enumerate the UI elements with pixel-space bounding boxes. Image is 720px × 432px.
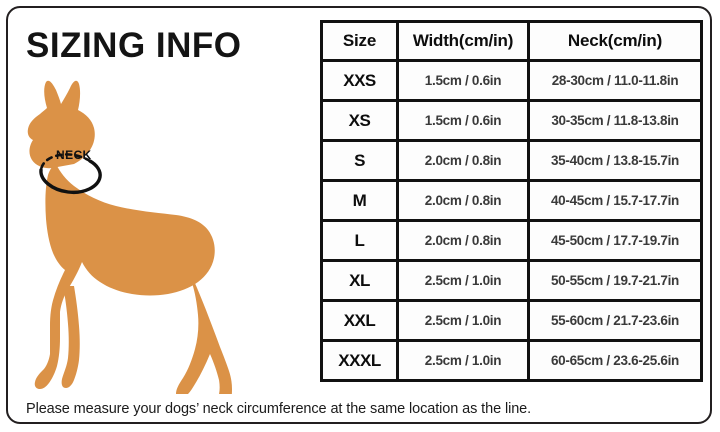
column-header-size: Size — [320, 20, 399, 62]
neck-value: 28-30cm / 11.0-11.8in — [527, 59, 703, 102]
table-row: XXL 2.5cm / 1.0in 55-60cm / 21.7-23.6in — [320, 299, 703, 342]
dog-body — [34, 164, 215, 389]
table-header-row: Size Width(cm/in) Neck(cm/in) — [320, 20, 703, 62]
dog-front-leg — [61, 286, 80, 388]
neck-label: NECK — [56, 148, 92, 162]
width-value: 2.0cm / 0.8in — [396, 179, 530, 222]
neck-value: 45-50cm / 17.7-19.7in — [527, 219, 703, 262]
size-label: XXXL — [320, 339, 399, 382]
size-table: Size Width(cm/in) Neck(cm/in) XXS 1.5cm … — [320, 20, 703, 382]
page-title: SIZING INFO — [26, 26, 242, 65]
width-value: 2.0cm / 0.8in — [396, 139, 530, 182]
sizing-info-card: SIZING INFO NECK — [6, 6, 712, 424]
column-header-width: Width(cm/in) — [396, 20, 530, 62]
dog-illustration — [27, 80, 232, 394]
size-label: XL — [320, 259, 399, 302]
table-row: XXS 1.5cm / 0.6in 28-30cm / 11.0-11.8in — [320, 59, 703, 102]
size-label: M — [320, 179, 399, 222]
width-value: 2.5cm / 1.0in — [396, 259, 530, 302]
width-value: 2.5cm / 1.0in — [396, 339, 530, 382]
table-row: M 2.0cm / 0.8in 40-45cm / 15.7-17.7in — [320, 179, 703, 222]
measurement-note: Please measure your dogs’ neck circumfer… — [26, 401, 532, 417]
table-row: XL 2.5cm / 1.0in 50-55cm / 19.7-21.7in — [320, 259, 703, 302]
width-value: 2.0cm / 0.8in — [396, 219, 530, 262]
column-header-neck: Neck(cm/in) — [527, 20, 703, 62]
table-row: XXXL 2.5cm / 1.0in 60-65cm / 23.6-25.6in — [320, 339, 703, 382]
size-label: XXL — [320, 299, 399, 342]
neck-band-dashed — [39, 153, 92, 172]
neck-value: 55-60cm / 21.7-23.6in — [527, 299, 703, 342]
size-table-container: Size Width(cm/in) Neck(cm/in) XXS 1.5cm … — [320, 20, 703, 388]
neck-value: 30-35cm / 11.8-13.8in — [527, 99, 703, 142]
neck-value: 40-45cm / 15.7-17.7in — [527, 179, 703, 222]
neck-value: 35-40cm / 13.8-15.7in — [527, 139, 703, 182]
width-value: 1.5cm / 0.6in — [396, 99, 530, 142]
neck-band-solid — [39, 159, 102, 195]
table-row: L 2.0cm / 0.8in 45-50cm / 17.7-19.7in — [320, 219, 703, 262]
neck-value: 50-55cm / 19.7-21.7in — [527, 259, 703, 302]
neck-value: 60-65cm / 23.6-25.6in — [527, 339, 703, 382]
width-value: 2.5cm / 1.0in — [396, 299, 530, 342]
width-value: 1.5cm / 0.6in — [396, 59, 530, 102]
size-label: XXS — [320, 59, 399, 102]
size-label: XS — [320, 99, 399, 142]
table-row: XS 1.5cm / 0.6in 30-35cm / 11.8-13.8in — [320, 99, 703, 142]
size-label: L — [320, 219, 399, 262]
size-label: S — [320, 139, 399, 182]
illustration-panel: SIZING INFO NECK — [8, 8, 318, 394]
table-row: S 2.0cm / 0.8in 35-40cm / 13.8-15.7in — [320, 139, 703, 182]
dog-hind-leg — [176, 281, 232, 394]
dog-silhouette — [27, 80, 95, 169]
